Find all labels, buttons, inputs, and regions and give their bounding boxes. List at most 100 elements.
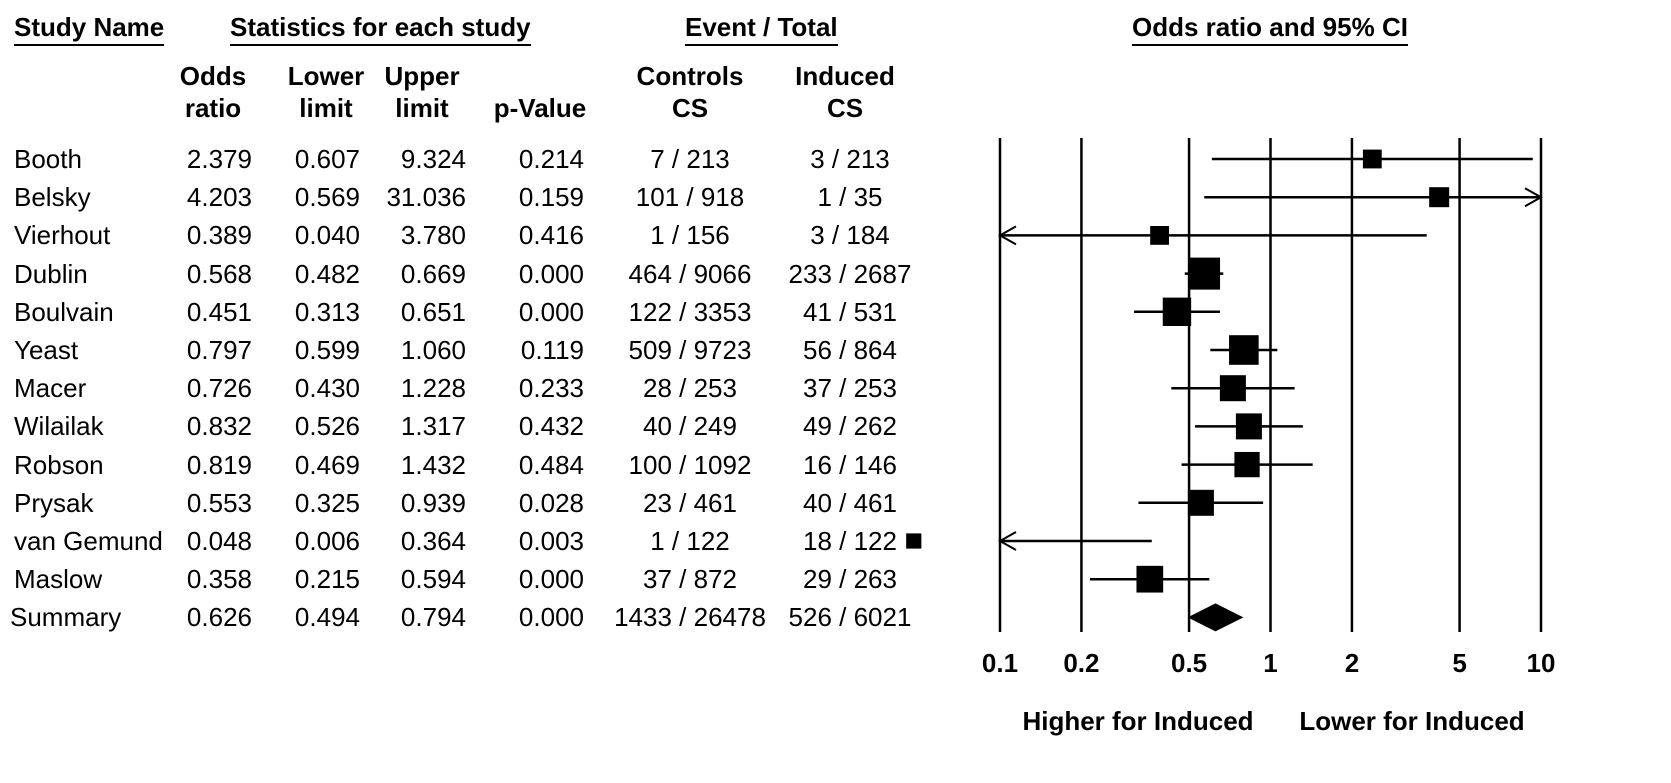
- cell-upper: 1.432: [400, 449, 466, 480]
- cell-p: 0.028: [518, 487, 584, 518]
- cell-study: van Gemund: [14, 526, 163, 556]
- cell-upper: 0.669: [400, 258, 466, 289]
- cell-or: 0.451: [186, 296, 252, 327]
- point-estimate: [1136, 565, 1164, 593]
- cell-or: 0.797: [186, 335, 252, 365]
- x-tick-label: 5: [1452, 648, 1466, 678]
- cell-controls: 1433 / 26478: [614, 602, 766, 633]
- cell-upper: 0.594: [400, 564, 466, 595]
- statistics-header: Statistics for each study: [230, 12, 531, 46]
- cell-upper: 9.324: [400, 144, 466, 174]
- cell-induced: 16 / 146: [803, 449, 897, 480]
- cell-or: 0.726: [186, 373, 252, 404]
- cell-induced: 526 / 6021: [788, 602, 912, 633]
- cell-study: Wilailak: [14, 411, 104, 442]
- cell-upper: 3.780: [400, 220, 466, 251]
- col-upper-limit-line2: limit: [395, 93, 449, 123]
- cell-controls: 1 / 122: [650, 526, 730, 556]
- cell-upper: 1.317: [400, 411, 466, 442]
- study-name-header-text: Study Name: [14, 12, 165, 46]
- point-estimate: [1362, 149, 1382, 169]
- cell-study: Booth: [14, 144, 82, 174]
- cell-upper: 1.228: [400, 373, 466, 404]
- cell-lower: 0.607: [294, 144, 360, 174]
- col-induced-line1: Induced: [795, 61, 895, 91]
- cell-p: 0.000: [518, 258, 584, 289]
- cell-upper: 0.651: [400, 296, 466, 327]
- cell-p: 0.416: [518, 220, 584, 251]
- cell-controls: 7 / 213: [650, 144, 730, 174]
- left-direction-label: Higher for Induced: [1022, 706, 1253, 736]
- col-controls-line1: Controls: [636, 61, 744, 91]
- cell-controls: 509 / 9723: [628, 335, 752, 365]
- col-lower-limit-line2: limit: [299, 93, 353, 123]
- cell-study: Robson: [14, 449, 104, 480]
- x-tick-label: 1: [1263, 648, 1277, 678]
- cell-or: 0.389: [186, 220, 252, 251]
- cell-induced: 3 / 213: [810, 144, 890, 174]
- cell-induced: 29 / 263: [803, 564, 897, 595]
- col-lower-limit: Lower limit: [276, 60, 376, 124]
- cell-upper: 0.794: [400, 602, 466, 633]
- cell-or: 4.203: [186, 182, 252, 213]
- cell-controls: 28 / 253: [643, 373, 737, 404]
- ci-left-arrow: [997, 225, 1017, 246]
- x-tick-label: 0.5: [1171, 648, 1207, 678]
- cell-study: Vierhout: [14, 220, 111, 251]
- cell-lower: 0.430: [294, 373, 360, 404]
- cell-p: 0.000: [518, 602, 584, 633]
- cell-study: Macer: [14, 373, 87, 404]
- point-estimate: [1219, 375, 1246, 402]
- cell-p: 0.233: [518, 373, 584, 404]
- point-estimate: [1235, 413, 1262, 440]
- col-lower-limit-line1: Lower: [287, 61, 365, 91]
- col-odds-ratio: Odds ratio: [168, 60, 258, 124]
- point-estimate: [1234, 451, 1260, 478]
- point-estimate: [1429, 187, 1450, 208]
- cell-p: 0.000: [518, 564, 584, 595]
- cell-or: 0.553: [186, 487, 252, 518]
- cell-lower: 0.469: [294, 449, 360, 480]
- col-odds-ratio-line1: Odds: [179, 61, 247, 91]
- col-induced-line2: CS: [826, 93, 864, 123]
- cell-controls: 1 / 156: [650, 220, 730, 251]
- event-total-header: Event / Total: [685, 12, 838, 46]
- cell-upper: 0.364: [400, 526, 466, 556]
- ci-right-arrow: [1524, 187, 1544, 208]
- cell-study: Prysak: [14, 487, 94, 518]
- cell-p: 0.484: [518, 449, 584, 480]
- cell-induced: 40 / 461: [803, 487, 897, 518]
- cell-induced: 56 / 864: [803, 335, 897, 365]
- or-ci-header-text: Odds ratio and 95% CI: [1132, 12, 1408, 46]
- study-name-header: Study Name: [14, 12, 165, 46]
- cell-controls: 23 / 461: [643, 487, 737, 518]
- cell-induced: 233 / 2687: [788, 258, 912, 289]
- cell-lower: 0.494: [294, 602, 360, 633]
- right-direction-label: Lower for Induced: [1299, 706, 1524, 736]
- cell-p: 0.432: [518, 411, 584, 442]
- cell-or: 0.568: [186, 258, 252, 289]
- cell-p: 0.119: [520, 335, 584, 365]
- cell-lower: 0.482: [294, 258, 360, 289]
- event-total-header-text: Event / Total: [685, 12, 838, 46]
- cell-p: 0.159: [518, 182, 584, 213]
- col-upper-limit: Upper limit: [372, 60, 472, 124]
- cell-p: 0.214: [518, 144, 584, 174]
- cell-or: 0.626: [186, 602, 252, 633]
- cell-controls: 122 / 3353: [628, 296, 752, 327]
- point-estimate: [1229, 335, 1259, 365]
- cell-induced: 41 / 531: [803, 296, 897, 327]
- x-tick-label: 2: [1345, 648, 1359, 678]
- cell-lower: 0.569: [294, 182, 360, 213]
- col-controls-line2: CS: [671, 93, 709, 123]
- cell-or: 0.819: [186, 449, 252, 480]
- cell-lower: 0.313: [294, 296, 360, 327]
- cell-lower: 0.215: [294, 564, 360, 595]
- cell-upper: 0.939: [400, 487, 466, 518]
- point-estimate: [1187, 489, 1214, 516]
- col-upper-limit-line1: Upper: [384, 61, 460, 91]
- cell-or: 0.358: [186, 564, 252, 595]
- cell-study: Summary: [10, 602, 122, 633]
- statistics-header-text: Statistics for each study: [230, 12, 531, 46]
- col-p-value: p-Value: [480, 92, 600, 124]
